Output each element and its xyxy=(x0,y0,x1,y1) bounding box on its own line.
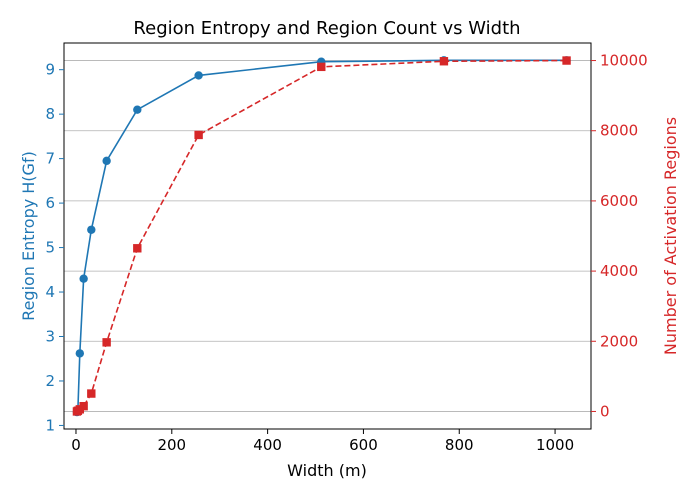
series-right-point-3 xyxy=(79,401,88,411)
series-left-point-3 xyxy=(79,274,88,283)
series-left-point-5 xyxy=(102,156,111,166)
x-tick-label-5: 1000 xyxy=(536,436,574,454)
y-right-tick-label-1: 2000 xyxy=(600,332,638,350)
y-axis-label-left: Region Entropy H(Gf) xyxy=(19,151,38,321)
y-left-tick-label-2: 3 xyxy=(45,328,55,346)
series-right-point-6 xyxy=(133,244,142,253)
series-right-point-9 xyxy=(439,57,449,66)
series-left-point-2 xyxy=(75,349,85,358)
series-right-point-8 xyxy=(317,62,326,72)
y-left-tick-label-4: 5 xyxy=(45,239,55,257)
y-axis-label-right: Number of Activation Regions xyxy=(661,117,680,355)
series-right-point-7 xyxy=(194,130,203,140)
series-right-point-5 xyxy=(102,338,111,347)
series-left-point-7 xyxy=(194,71,203,80)
plot-frame xyxy=(63,42,592,430)
series-left-point-4 xyxy=(87,225,96,234)
x-tick-label-2: 400 xyxy=(253,436,282,454)
y-right-tick-label-3: 6000 xyxy=(600,192,638,210)
y-left-tick-label-7: 8 xyxy=(45,105,55,123)
chart-title: Region Entropy and Region Count vs Width xyxy=(133,18,520,39)
y-right-tick-label-4: 8000 xyxy=(600,122,638,140)
x-tick-label-4: 800 xyxy=(445,436,474,454)
axes-layer: 0 200 400 600 800 1000 1 2 3 4 5 6 7 8 9 0 2000 4000 6000 8… xyxy=(45,52,647,454)
y-right-tick-label-5: 10000 xyxy=(600,52,648,70)
x-tick-label-1: 200 xyxy=(157,436,186,454)
series-right-point-10 xyxy=(562,56,571,65)
y-left-tick-label-1: 2 xyxy=(45,372,55,390)
y-left-tick-label-6: 7 xyxy=(45,150,55,168)
x-axis-label: Width (m) xyxy=(287,461,367,480)
y-right-tick-label-2: 4000 xyxy=(600,262,638,280)
y-right-tick-label-0: 0 xyxy=(600,402,610,420)
y-left-tick-label-5: 6 xyxy=(45,194,55,212)
series-layer xyxy=(72,56,571,417)
y-left-tick-label-3: 4 xyxy=(45,283,55,301)
x-tick-label-3: 600 xyxy=(349,436,378,454)
series-right-point-4 xyxy=(87,389,96,398)
y-left-tick-label-8: 9 xyxy=(45,61,55,79)
series-left-point-6 xyxy=(133,105,142,114)
x-tick-label-0: 0 xyxy=(71,436,81,454)
grid-layer xyxy=(64,60,591,412)
y-left-tick-label-0: 1 xyxy=(45,416,55,434)
